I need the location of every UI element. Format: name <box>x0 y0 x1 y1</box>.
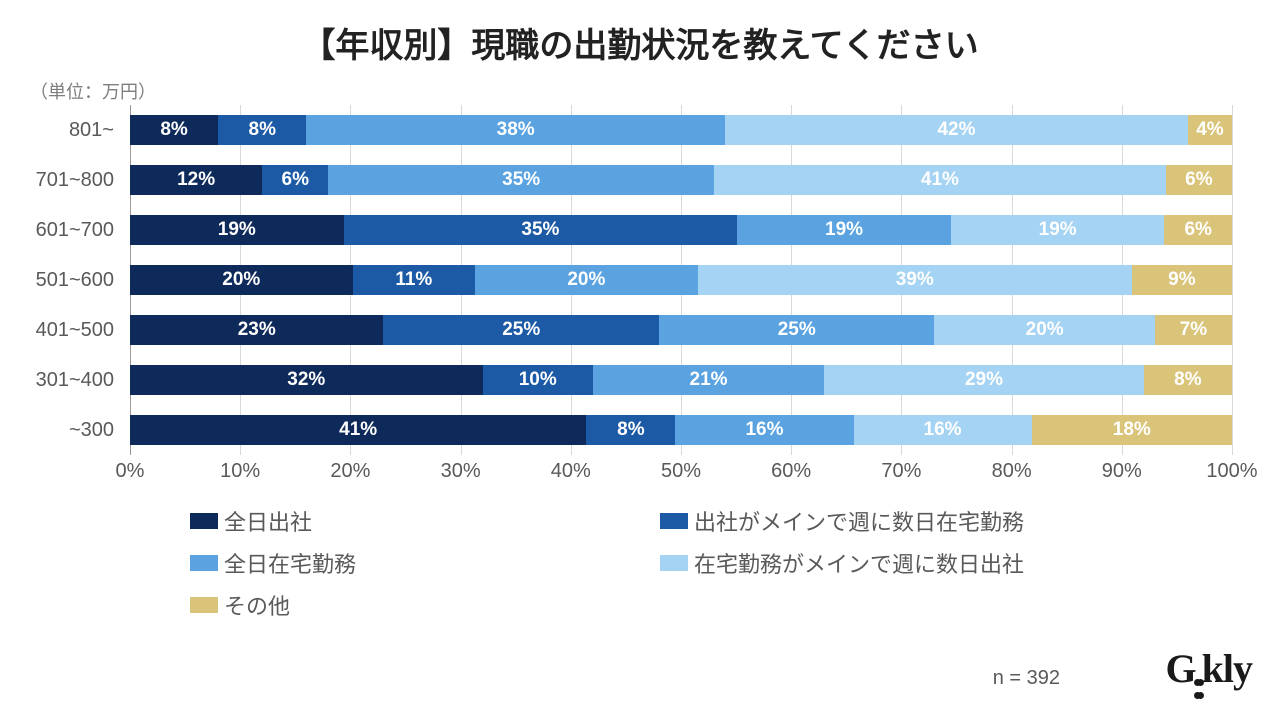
legend-label: 出社がメインで週に数日在宅勤務 <box>694 505 1024 537</box>
bar-row: 8%8%38%42%4% <box>130 115 1232 145</box>
bar-segment: 9% <box>1132 265 1232 295</box>
bar-segment: 6% <box>1166 165 1232 195</box>
bar-segment: 19% <box>951 215 1165 245</box>
bar-segment: 41% <box>714 165 1166 195</box>
bar-segment: 10% <box>483 365 593 395</box>
x-tick-label: 90% <box>1102 460 1142 483</box>
legend-label: 全日出社 <box>224 505 312 537</box>
x-tick-label: 10% <box>220 460 260 483</box>
bar-segment: 19% <box>737 215 951 245</box>
legend-label: 在宅勤務がメインで週に数日出社 <box>694 547 1024 579</box>
bar-segment: 16% <box>854 415 1032 445</box>
bar-segment: 25% <box>383 315 659 345</box>
legend-item: 全日在宅勤務 <box>190 547 660 579</box>
bar-segment: 21% <box>593 365 824 395</box>
legend-swatch <box>660 513 688 529</box>
bar-segment: 20% <box>130 265 353 295</box>
legend-swatch <box>190 555 218 571</box>
x-tick-label: 20% <box>330 460 370 483</box>
bar-segment: 42% <box>725 115 1188 145</box>
legend: 全日出社 出社がメインで週に数日在宅勤務全日在宅勤務 在宅勤務がメインで週に数日出社… <box>190 505 1140 631</box>
chart-plot-area: 8%8%38%42%4%12%6%35%41%6%19%35%19%19%6%2… <box>130 105 1232 455</box>
bar-segment: 7% <box>1155 315 1232 345</box>
bar-row: 23%25%25%20%7% <box>130 315 1232 345</box>
brand-logo: Gkly <box>1166 645 1252 702</box>
category-label: 501~600 <box>0 265 122 295</box>
x-tick-label: 80% <box>992 460 1032 483</box>
bar-segment: 8% <box>130 115 218 145</box>
bar-segment: 11% <box>353 265 475 295</box>
legend-label: その他 <box>224 589 290 621</box>
bar-row: 32%10%21%29%8% <box>130 365 1232 395</box>
bar-segment: 19% <box>130 215 344 245</box>
legend-swatch <box>190 597 218 613</box>
category-labels: 801~ 701~800 601~700 501~600 401~500 301~400 ~… <box>0 105 122 455</box>
sample-size: n = 392 <box>993 667 1060 690</box>
legend-item: 在宅勤務がメインで週に数日出社 <box>660 547 1130 579</box>
bar-segment: 18% <box>1032 415 1232 445</box>
x-tick-label: 60% <box>771 460 811 483</box>
legend-swatch <box>660 555 688 571</box>
bar-segment: 12% <box>130 165 262 195</box>
x-axis: 0%10%20%30%40%50%60%70%80%90%100% <box>130 460 1232 490</box>
x-tick-label: 0% <box>116 460 145 483</box>
chart-title: 【年収別】現職の出勤状況を教えてください <box>0 0 1280 67</box>
bar-segment: 35% <box>328 165 714 195</box>
unit-label: （単位：万円） <box>30 78 156 104</box>
category-label: 701~800 <box>0 165 122 195</box>
bar-segment: 8% <box>1144 365 1232 395</box>
bar-row: 19%35%19%19%6% <box>130 215 1232 245</box>
bar-segment: 6% <box>262 165 328 195</box>
bar-segment: 4% <box>1188 115 1232 145</box>
x-tick-label: 50% <box>661 460 701 483</box>
category-label: ~300 <box>0 415 122 445</box>
x-tick-label: 30% <box>441 460 481 483</box>
bar-segment: 39% <box>698 265 1132 295</box>
bar-segment: 25% <box>659 315 935 345</box>
bar-row: 41%8%16%16%18% <box>130 415 1232 445</box>
bar-segment: 20% <box>934 315 1154 345</box>
legend-swatch <box>190 513 218 529</box>
bar-rows: 8%8%38%42%4%12%6%35%41%6%19%35%19%19%6%2… <box>130 105 1232 455</box>
bar-row: 20%11%20%39%9% <box>130 265 1232 295</box>
x-tick-label: 40% <box>551 460 591 483</box>
bar-segment: 6% <box>1164 215 1231 245</box>
bar-segment: 23% <box>130 315 383 345</box>
bar-segment: 8% <box>586 415 675 445</box>
bar-segment: 8% <box>218 115 306 145</box>
legend-label: 全日在宅勤務 <box>224 547 356 579</box>
bar-segment: 29% <box>824 365 1144 395</box>
legend-item: その他 <box>190 589 660 621</box>
gridline <box>1232 105 1233 455</box>
category-label: 801~ <box>0 115 122 145</box>
bar-segment: 32% <box>130 365 483 395</box>
x-tick-label: 100% <box>1206 460 1257 483</box>
bar-segment: 41% <box>130 415 586 445</box>
category-label: 301~400 <box>0 365 122 395</box>
bar-segment: 20% <box>475 265 698 295</box>
bar-row: 12%6%35%41%6% <box>130 165 1232 195</box>
legend-item: 全日出社 <box>190 505 660 537</box>
category-label: 401~500 <box>0 315 122 345</box>
x-tick-label: 70% <box>881 460 921 483</box>
category-label: 601~700 <box>0 215 122 245</box>
legend-item: 出社がメインで週に数日在宅勤務 <box>660 505 1130 537</box>
bar-segment: 35% <box>344 215 738 245</box>
bar-segment: 38% <box>306 115 725 145</box>
bar-segment: 16% <box>675 415 853 445</box>
